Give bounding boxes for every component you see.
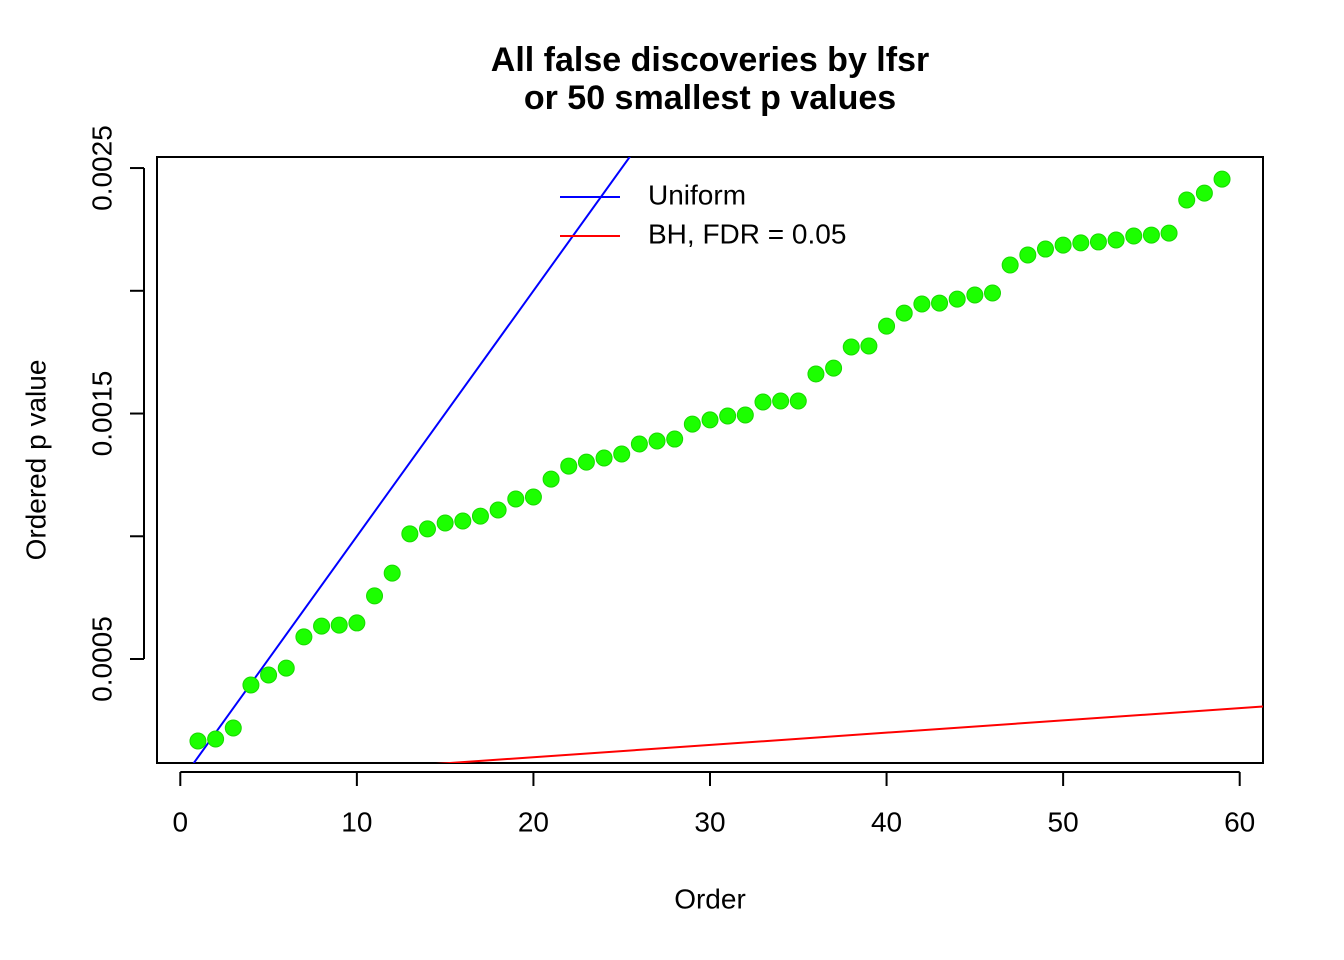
- point: [825, 359, 843, 377]
- point: [931, 294, 949, 312]
- point: [878, 317, 896, 335]
- reference-line: [435, 705, 1263, 763]
- point: [683, 415, 701, 433]
- x-tick-label: 60: [1224, 806, 1255, 837]
- y-axis-label: Ordered p value: [20, 360, 51, 561]
- point: [418, 520, 436, 538]
- point: [1213, 170, 1231, 188]
- point: [1178, 191, 1196, 209]
- point: [719, 407, 737, 425]
- point: [1001, 256, 1019, 274]
- plot-area: [189, 157, 1263, 763]
- point: [789, 392, 807, 410]
- point: [348, 614, 366, 632]
- point: [507, 490, 525, 508]
- x-tick-label: 20: [518, 806, 549, 837]
- point: [260, 666, 278, 684]
- point: [613, 445, 631, 463]
- point: [595, 449, 613, 467]
- x-tick-label: 10: [341, 806, 372, 837]
- y-tick-label: 0.0005: [86, 616, 117, 702]
- point: [383, 564, 401, 582]
- point: [754, 393, 772, 411]
- point: [313, 617, 331, 635]
- x-tick-label: 30: [694, 806, 725, 837]
- point: [648, 432, 666, 450]
- y-tick-label: 0.0025: [86, 125, 117, 211]
- point: [295, 628, 313, 646]
- point: [860, 337, 878, 355]
- point: [984, 284, 1002, 302]
- point: [1107, 231, 1125, 249]
- point: [1019, 246, 1037, 264]
- point: [524, 488, 542, 506]
- chart-title: or 50 smallest p values: [524, 79, 896, 117]
- point: [1160, 224, 1178, 242]
- point: [1142, 226, 1160, 244]
- y-tick-label: 0.0015: [86, 371, 117, 457]
- point: [242, 676, 260, 694]
- point: [666, 430, 684, 448]
- point: [895, 304, 913, 322]
- reference-line: [192, 157, 631, 763]
- point: [772, 392, 790, 410]
- point: [277, 659, 295, 677]
- point: [1036, 240, 1054, 258]
- point: [966, 286, 984, 304]
- point: [207, 730, 225, 748]
- point: [807, 365, 825, 383]
- x-axis-label: Order: [674, 883, 746, 914]
- point: [577, 453, 595, 471]
- point: [948, 290, 966, 308]
- point: [1089, 233, 1107, 251]
- point: [330, 616, 348, 634]
- point: [842, 338, 860, 356]
- point: [436, 514, 454, 532]
- point: [489, 501, 507, 519]
- point: [454, 512, 472, 530]
- point: [224, 719, 242, 737]
- point: [913, 295, 931, 313]
- chart-title: All false discoveries by lfsr: [491, 41, 929, 79]
- point: [366, 587, 384, 605]
- point: [1054, 236, 1072, 254]
- point: [1125, 227, 1143, 245]
- point: [701, 411, 719, 429]
- x-tick-label: 40: [871, 806, 902, 837]
- x-tick-label: 0: [173, 806, 189, 837]
- point: [630, 435, 648, 453]
- legend-label: BH, FDR = 0.05: [648, 218, 846, 249]
- point: [1072, 234, 1090, 252]
- point: [736, 406, 754, 424]
- point: [401, 525, 419, 543]
- point: [542, 470, 560, 488]
- x-tick-label: 50: [1048, 806, 1079, 837]
- plot-box: [156, 156, 1264, 764]
- point: [471, 507, 489, 525]
- point: [189, 732, 207, 750]
- point: [1195, 184, 1213, 202]
- legend-label: Uniform: [648, 179, 746, 210]
- point: [560, 457, 578, 475]
